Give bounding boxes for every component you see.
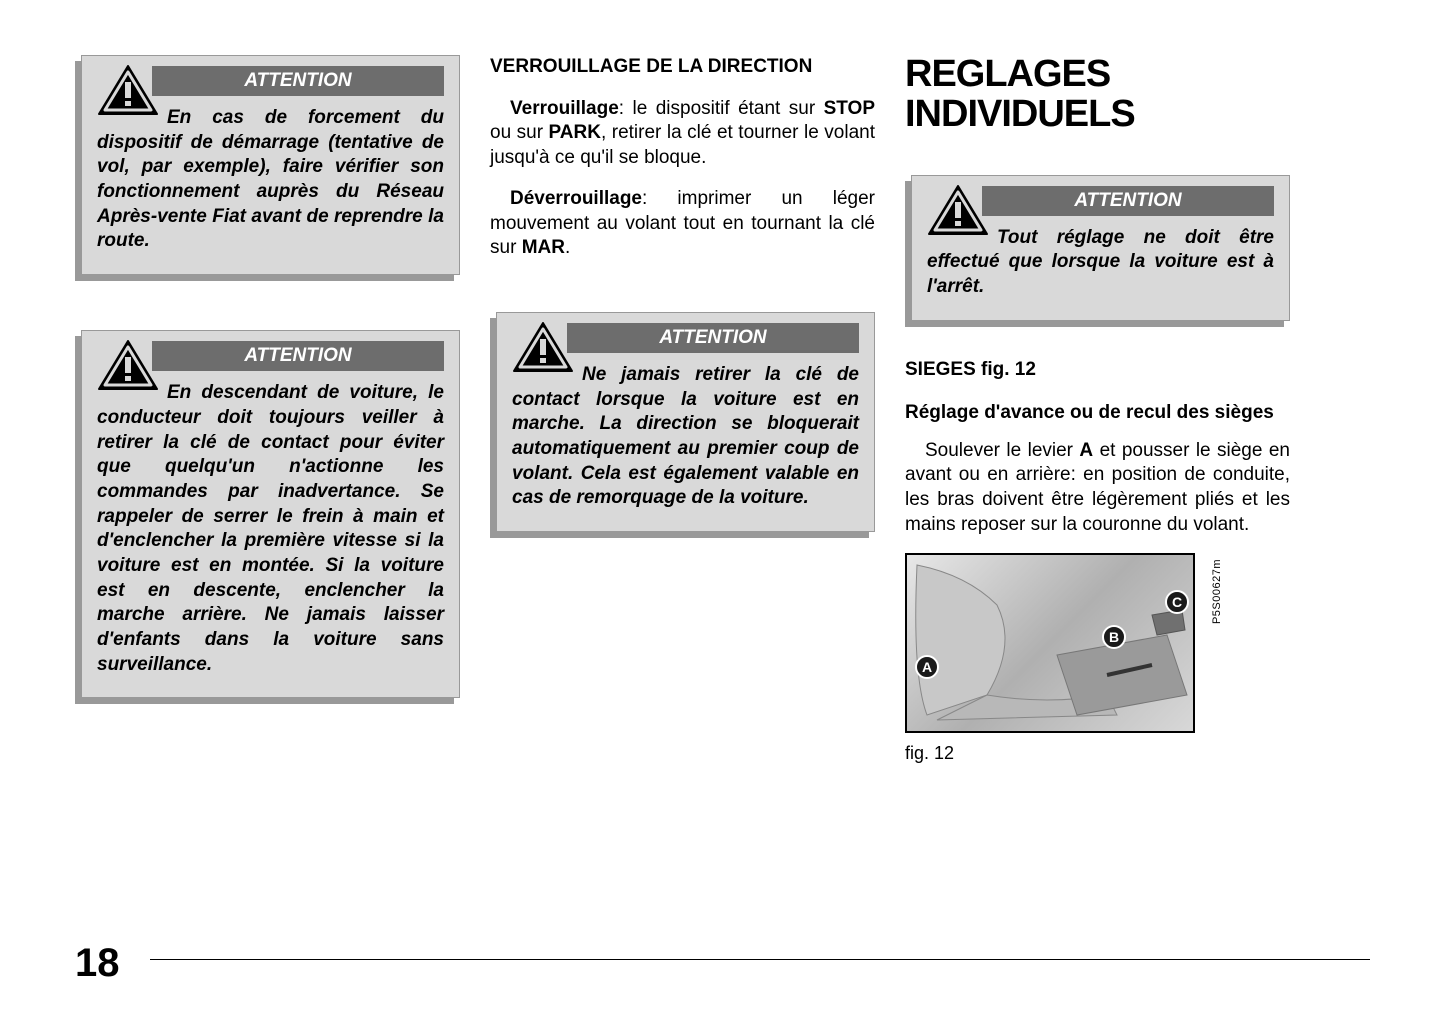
attention-text-3: Ne jamais retirer la clé de contact lors… (512, 363, 859, 511)
attention-box-3: ATTENTION Ne jamais retirer la clé de co… (496, 312, 875, 532)
main-heading: REGLAGES INDIVIDUELS (905, 55, 1290, 135)
para-soulever: Soulever le levier A et pousser le siège… (905, 439, 1290, 538)
attention-text-4: Tout réglage ne doit être effectué que l… (927, 226, 1274, 300)
attention-box-4: ATTENTION Tout réglage ne doit être effe… (911, 175, 1290, 321)
subsection-reglage: Réglage d'avance ou de recul des sièges (905, 401, 1290, 425)
attention-title: ATTENTION (567, 323, 859, 353)
attention-text-1: En cas de forcement du dispositif de dém… (97, 106, 444, 254)
subsection-sieges: SIEGES fig. 12 (905, 359, 1290, 381)
attention-title: ATTENTION (982, 186, 1274, 216)
warning-icon (97, 339, 159, 391)
figure-refcode: P5S00627m (1211, 559, 1223, 624)
attention-title: ATTENTION (152, 341, 444, 371)
attention-title: ATTENTION (152, 66, 444, 96)
figure-caption: fig. 12 (905, 743, 1195, 764)
page-number: 18 (75, 941, 120, 986)
para-deverrouillage: Déverrouillage: imprimer un léger mouvem… (490, 187, 875, 261)
attention-text-2: En descendant de voiture, le conducteur … (97, 381, 444, 677)
attention-box-2: ATTENTION En descendant de voiture, le c… (81, 330, 460, 698)
warning-icon (97, 64, 159, 116)
page-rule (150, 959, 1370, 960)
section-title-verrouillage: VERROUILLAGE DE LA DIRECTION (490, 55, 875, 79)
seat-diagram-svg (907, 555, 1195, 733)
para-verrouillage: Verrouillage: le dispositif étant sur ST… (490, 97, 875, 171)
warning-icon (927, 184, 989, 236)
figure-12: A B C P5S00627m fig. 12 (905, 553, 1195, 764)
attention-box-1: ATTENTION En cas de forcement du disposi… (81, 55, 460, 275)
warning-icon (512, 321, 574, 373)
